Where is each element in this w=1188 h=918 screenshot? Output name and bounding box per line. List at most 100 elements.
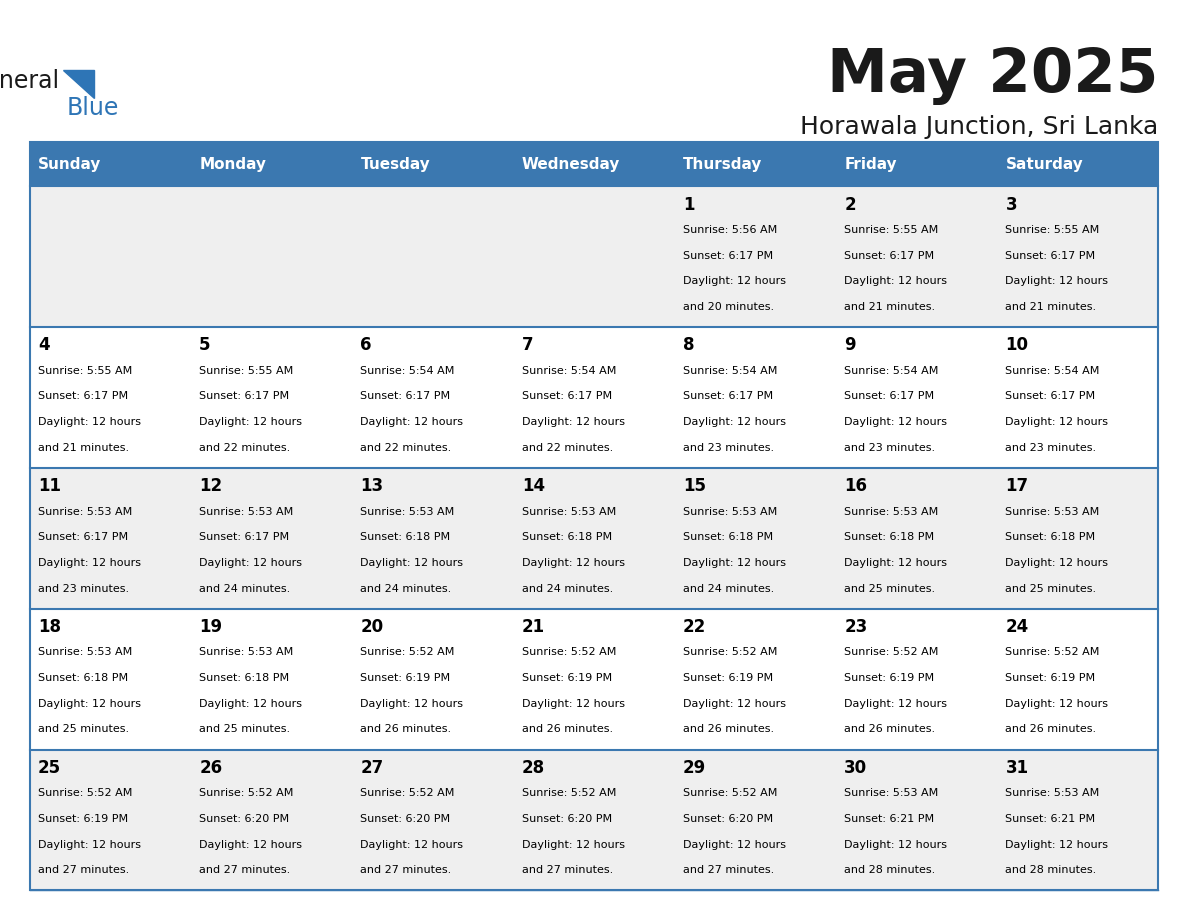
Bar	[30, 142, 191, 186]
Text: and 28 minutes.: and 28 minutes.	[1005, 866, 1097, 875]
Text: Daylight: 12 hours: Daylight: 12 hours	[360, 558, 463, 568]
Text: Sunrise: 5:55 AM: Sunrise: 5:55 AM	[200, 365, 293, 375]
Text: Tuesday: Tuesday	[360, 157, 430, 172]
Text: and 24 minutes.: and 24 minutes.	[683, 584, 775, 594]
Text: and 23 minutes.: and 23 minutes.	[1005, 442, 1097, 453]
Text: Monday: Monday	[200, 157, 266, 172]
Text: Sunrise: 5:53 AM: Sunrise: 5:53 AM	[522, 507, 615, 517]
Text: and 27 minutes.: and 27 minutes.	[38, 866, 129, 875]
Text: Daylight: 12 hours: Daylight: 12 hours	[200, 417, 302, 427]
Text: Sunset: 6:17 PM: Sunset: 6:17 PM	[845, 391, 934, 401]
Text: Wednesday: Wednesday	[522, 157, 620, 172]
Text: 31: 31	[1005, 759, 1029, 777]
Text: and 25 minutes.: and 25 minutes.	[200, 724, 290, 734]
Polygon shape	[63, 70, 94, 98]
Text: 27: 27	[360, 759, 384, 777]
Text: Sunset: 6:19 PM: Sunset: 6:19 PM	[360, 673, 450, 683]
Text: Sunrise: 5:53 AM: Sunrise: 5:53 AM	[38, 647, 132, 657]
Text: Sunrise: 5:53 AM: Sunrise: 5:53 AM	[1005, 789, 1100, 798]
Text: Daylight: 12 hours: Daylight: 12 hours	[1005, 699, 1108, 709]
Text: and 21 minutes.: and 21 minutes.	[845, 302, 935, 312]
Text: Sunset: 6:18 PM: Sunset: 6:18 PM	[200, 673, 290, 683]
Text: Sunrise: 5:55 AM: Sunrise: 5:55 AM	[1005, 225, 1100, 235]
Text: Sunrise: 5:54 AM: Sunrise: 5:54 AM	[522, 365, 617, 375]
Text: and 26 minutes.: and 26 minutes.	[845, 724, 935, 734]
Text: 26: 26	[200, 759, 222, 777]
Text: Sunrise: 5:52 AM: Sunrise: 5:52 AM	[360, 647, 455, 657]
Text: Sunset: 6:17 PM: Sunset: 6:17 PM	[683, 251, 773, 261]
Text: Daylight: 12 hours: Daylight: 12 hours	[845, 276, 947, 286]
Text: 29: 29	[683, 759, 706, 777]
Text: Daylight: 12 hours: Daylight: 12 hours	[683, 417, 786, 427]
Text: 1: 1	[683, 196, 695, 214]
Text: Sunset: 6:17 PM: Sunset: 6:17 PM	[1005, 391, 1095, 401]
Text: and 21 minutes.: and 21 minutes.	[38, 442, 129, 453]
Text: Daylight: 12 hours: Daylight: 12 hours	[38, 417, 141, 427]
Text: Daylight: 12 hours: Daylight: 12 hours	[845, 840, 947, 849]
Text: Sunset: 6:19 PM: Sunset: 6:19 PM	[1005, 673, 1095, 683]
Text: Daylight: 12 hours: Daylight: 12 hours	[522, 558, 625, 568]
Text: Horawala Junction, Sri Lanka: Horawala Junction, Sri Lanka	[800, 115, 1158, 139]
Text: and 27 minutes.: and 27 minutes.	[522, 866, 613, 875]
Text: and 26 minutes.: and 26 minutes.	[360, 724, 451, 734]
Text: 2: 2	[845, 196, 855, 214]
Text: Daylight: 12 hours: Daylight: 12 hours	[1005, 558, 1108, 568]
Text: Daylight: 12 hours: Daylight: 12 hours	[683, 276, 786, 286]
Text: Sunrise: 5:54 AM: Sunrise: 5:54 AM	[845, 365, 939, 375]
Text: Sunset: 6:17 PM: Sunset: 6:17 PM	[38, 532, 128, 543]
Text: General: General	[0, 69, 59, 93]
Text: Daylight: 12 hours: Daylight: 12 hours	[200, 558, 302, 568]
Text: and 27 minutes.: and 27 minutes.	[360, 866, 451, 875]
Text: Sunrise: 5:53 AM: Sunrise: 5:53 AM	[200, 507, 293, 517]
Text: Sunrise: 5:52 AM: Sunrise: 5:52 AM	[522, 647, 617, 657]
Text: Sunset: 6:18 PM: Sunset: 6:18 PM	[1005, 532, 1095, 543]
Text: Sunset: 6:19 PM: Sunset: 6:19 PM	[683, 673, 773, 683]
Text: Sunset: 6:20 PM: Sunset: 6:20 PM	[360, 814, 450, 823]
Text: 10: 10	[1005, 336, 1029, 354]
Text: Daylight: 12 hours: Daylight: 12 hours	[38, 699, 141, 709]
Text: Sunrise: 5:55 AM: Sunrise: 5:55 AM	[845, 225, 939, 235]
Bar	[30, 609, 1158, 750]
Text: and 25 minutes.: and 25 minutes.	[845, 584, 935, 594]
Text: and 25 minutes.: and 25 minutes.	[38, 724, 129, 734]
Text: Daylight: 12 hours: Daylight: 12 hours	[1005, 417, 1108, 427]
Text: and 24 minutes.: and 24 minutes.	[522, 584, 613, 594]
Text: and 23 minutes.: and 23 minutes.	[845, 442, 935, 453]
Bar	[30, 327, 1158, 468]
Text: Daylight: 12 hours: Daylight: 12 hours	[522, 840, 625, 849]
Text: Sunset: 6:20 PM: Sunset: 6:20 PM	[522, 814, 612, 823]
Text: Daylight: 12 hours: Daylight: 12 hours	[1005, 840, 1108, 849]
Text: Sunset: 6:18 PM: Sunset: 6:18 PM	[845, 532, 934, 543]
Text: Daylight: 12 hours: Daylight: 12 hours	[200, 840, 302, 849]
Text: Sunset: 6:17 PM: Sunset: 6:17 PM	[683, 391, 773, 401]
Text: Sunrise: 5:52 AM: Sunrise: 5:52 AM	[200, 789, 293, 798]
Text: 18: 18	[38, 618, 61, 636]
Text: 14: 14	[522, 477, 545, 495]
Text: Sunrise: 5:53 AM: Sunrise: 5:53 AM	[200, 647, 293, 657]
Text: May 2025: May 2025	[827, 46, 1158, 105]
Text: and 27 minutes.: and 27 minutes.	[200, 866, 291, 875]
Text: 4: 4	[38, 336, 50, 354]
Text: 16: 16	[845, 477, 867, 495]
Text: Sunset: 6:17 PM: Sunset: 6:17 PM	[200, 532, 290, 543]
Text: 25: 25	[38, 759, 61, 777]
Text: Saturday: Saturday	[1005, 157, 1083, 172]
Text: Sunrise: 5:52 AM: Sunrise: 5:52 AM	[845, 647, 939, 657]
Bar	[30, 142, 1158, 890]
Text: Daylight: 12 hours: Daylight: 12 hours	[683, 840, 786, 849]
Text: Daylight: 12 hours: Daylight: 12 hours	[522, 417, 625, 427]
Text: and 23 minutes.: and 23 minutes.	[38, 584, 129, 594]
Text: Sunrise: 5:54 AM: Sunrise: 5:54 AM	[360, 365, 455, 375]
Text: Sunrise: 5:54 AM: Sunrise: 5:54 AM	[683, 365, 777, 375]
Text: Sunrise: 5:52 AM: Sunrise: 5:52 AM	[360, 789, 455, 798]
Text: Sunset: 6:17 PM: Sunset: 6:17 PM	[360, 391, 450, 401]
Text: 21: 21	[522, 618, 545, 636]
Text: Sunrise: 5:52 AM: Sunrise: 5:52 AM	[1005, 647, 1100, 657]
Text: Sunrise: 5:56 AM: Sunrise: 5:56 AM	[683, 225, 777, 235]
Text: 13: 13	[360, 477, 384, 495]
Text: Blue: Blue	[67, 96, 119, 120]
Text: Sunday: Sunday	[38, 157, 101, 172]
Text: 24: 24	[1005, 618, 1029, 636]
Text: 15: 15	[683, 477, 706, 495]
Text: Sunset: 6:17 PM: Sunset: 6:17 PM	[522, 391, 612, 401]
